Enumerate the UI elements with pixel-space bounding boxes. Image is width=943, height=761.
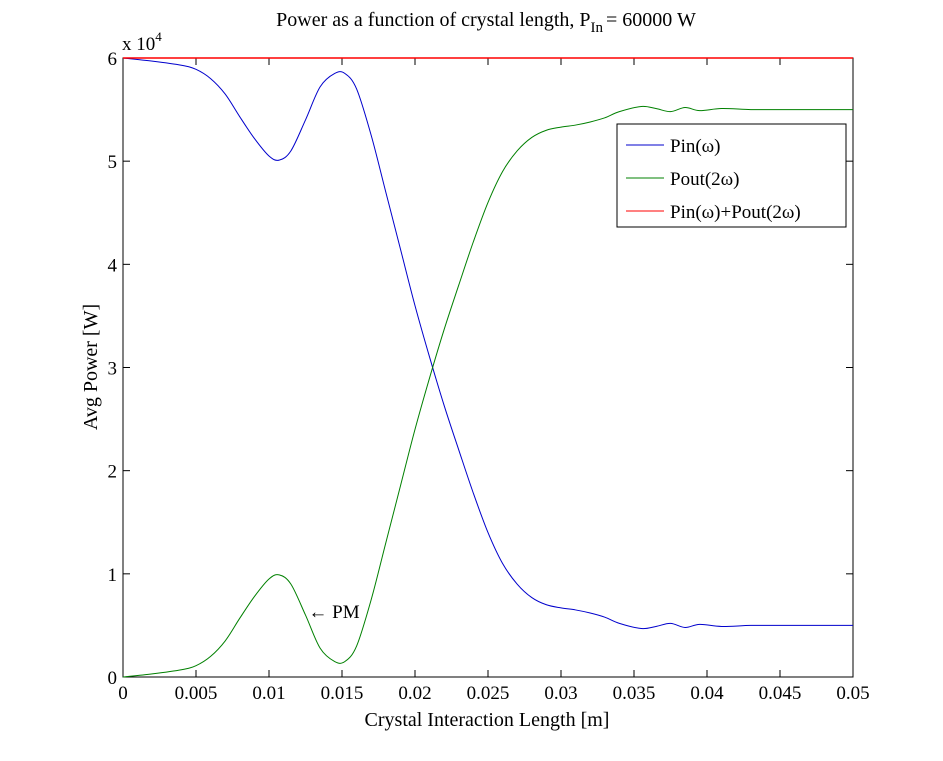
- series-line-2: [122, 105, 853, 678]
- legend: Pin(ω) Pout(2ω) Pin(ω)+Pout(2ω): [616, 123, 847, 228]
- x-tick-label: 0.03: [544, 683, 577, 704]
- chart-title-suffix: = 60000 W: [606, 9, 696, 31]
- axis-tick-labels: 0 0.005 0.01 0.015 0.02 0.025 0.03 0.035 0.04 0.0…: [108, 49, 870, 704]
- legend-box: [616, 123, 847, 228]
- x-tick-label: 0.04: [690, 683, 724, 704]
- chart-title: Power as a function of crystal length, P…: [276, 9, 696, 36]
- x-tick-label: 0.02: [398, 683, 431, 704]
- y-tick-label: 0: [108, 668, 118, 689]
- y-tick-label: 5: [108, 152, 118, 173]
- legend-label: Pin(ω)+Pout(2ω): [670, 202, 801, 223]
- y-tick-label: 6: [108, 49, 118, 70]
- x-tick-label: 0: [118, 683, 128, 704]
- x-tick-label: 0.015: [321, 683, 364, 704]
- y-tick-label: 3: [108, 359, 118, 380]
- x-tick-label: 0.035: [613, 683, 656, 704]
- y-tick-label: 2: [108, 462, 118, 483]
- chart-title-main: Power as a function of crystal length, P: [276, 9, 590, 31]
- chart-title-subscript: In: [591, 20, 604, 36]
- x-tick-label: 0.025: [467, 683, 510, 704]
- series-lines: [122, 57, 853, 678]
- y-tick-label: 1: [108, 565, 118, 586]
- y-multiplier: x 104: [122, 29, 162, 55]
- x-tick-label: 0.005: [175, 683, 218, 704]
- y-axis-label: Avg Power [W]: [80, 304, 102, 430]
- y-tick-label: 4: [108, 255, 118, 276]
- legend-label: Pout(2ω): [670, 169, 740, 190]
- pm-annotation: ← PM: [308, 602, 359, 623]
- x-tick-label: 0.01: [252, 683, 285, 704]
- legend-label: Pin(ω): [670, 136, 721, 157]
- x-tick-label: 0.05: [836, 683, 869, 704]
- legend-items: Pin(ω) Pout(2ω) Pin(ω)+Pout(2ω): [626, 136, 801, 223]
- x-tick-label: 0.045: [759, 683, 802, 704]
- y-multiplier-base: x 10: [122, 34, 155, 55]
- y-multiplier-exponent: 4: [155, 29, 162, 44]
- x-axis-label: Crystal Interaction Length [m]: [365, 709, 610, 731]
- series-line-1: [122, 57, 853, 630]
